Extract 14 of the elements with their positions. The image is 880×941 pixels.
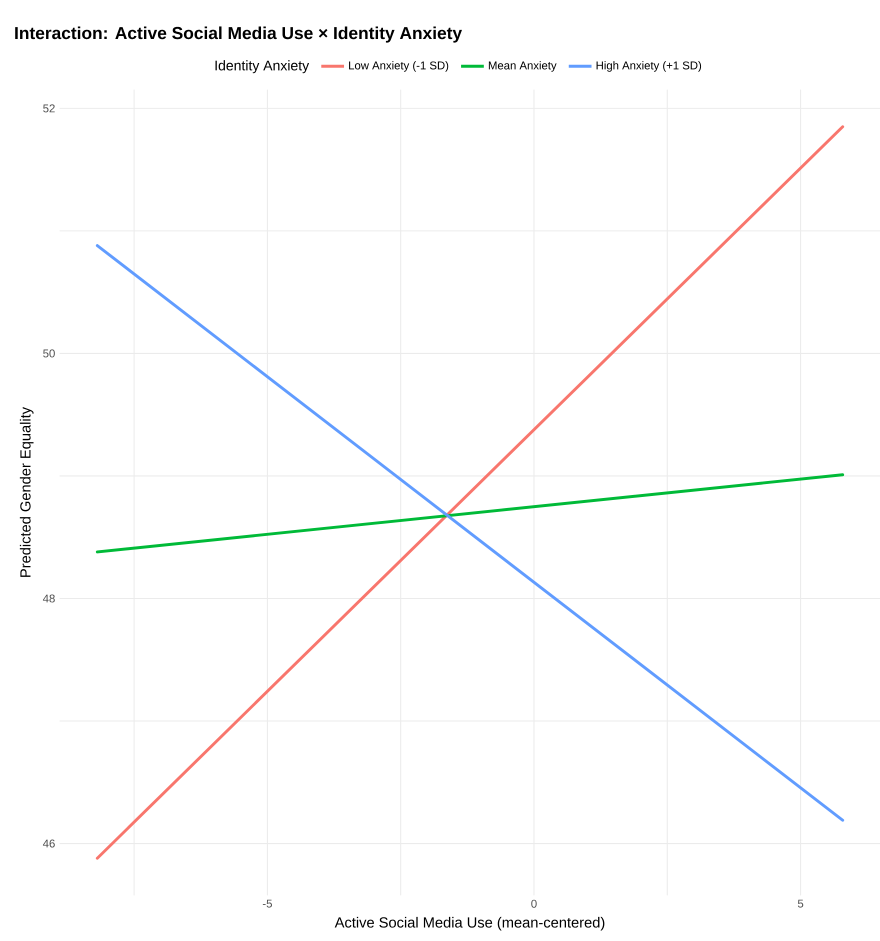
x-tick-label: 0 <box>531 900 537 908</box>
x-tick-label: 5 <box>798 900 804 908</box>
y-tick-label: 48 <box>42 594 55 602</box>
x-axis-title: Active Social Media Use (mean-centered) <box>334 916 604 931</box>
y-axis-title: Predicted Gender Equality <box>20 406 34 577</box>
y-tick-label: 46 <box>42 840 55 848</box>
y-tick-label: 52 <box>43 104 55 112</box>
legend-title: Identity Anxiety <box>216 60 310 74</box>
x-tick-label: -5 <box>262 900 272 908</box>
chart-title: Interaction: Active Social Media Use × Identity Anxiety <box>15 26 462 43</box>
y-tick-label: 50 <box>43 349 55 358</box>
legend-label: High Anxiety (+1 SD) <box>596 61 702 72</box>
legend-label: Low Anxiety (-1 SD) <box>349 61 448 72</box>
legend-label: Mean Anxiety <box>488 61 557 72</box>
